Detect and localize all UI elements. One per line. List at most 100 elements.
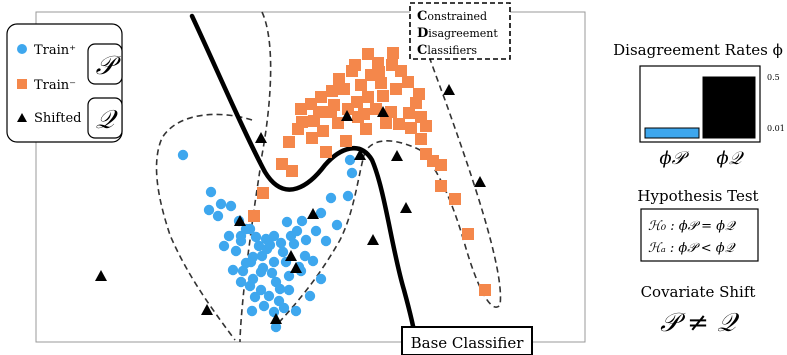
train-positive-point — [325, 192, 337, 204]
shifted-point — [95, 270, 107, 281]
train-positive-point — [315, 273, 327, 285]
train-negative-point — [370, 103, 382, 115]
train-positive-point — [320, 235, 332, 247]
cdc-boundaries — [155, 11, 502, 343]
train-positive-point — [250, 231, 262, 243]
bar-phi-p-label: ϕ𝒫 — [659, 148, 689, 169]
train-negative-point — [375, 77, 387, 89]
train-positive-point — [346, 167, 358, 179]
train-negative-point — [479, 284, 491, 296]
shifted-point — [367, 234, 379, 245]
train-negative-point — [308, 115, 320, 127]
train-negative-point — [295, 103, 307, 115]
train-positive-point — [235, 276, 247, 288]
shifted-point — [391, 150, 403, 161]
hypothesis-title: Hypothesis Test — [637, 187, 758, 205]
train-positive-points — [177, 149, 358, 333]
tick-high: 0.5 — [767, 73, 780, 82]
train-negative-point — [248, 210, 260, 222]
shifted-point — [474, 176, 486, 187]
train-positive-point — [304, 290, 316, 302]
train-positive-point — [266, 267, 278, 279]
train-positive-point — [215, 198, 227, 210]
train-positive-point — [300, 234, 312, 246]
shifted-point — [443, 84, 455, 95]
train-negative-point — [362, 91, 374, 103]
dist-q-symbol: 𝒬 — [96, 105, 119, 135]
train-positive-point — [240, 257, 252, 269]
train-negative-point — [349, 59, 361, 71]
train-negative-point — [393, 118, 405, 130]
train-negative-point — [257, 187, 269, 199]
train-positive-point — [253, 240, 265, 252]
train-negative-point — [283, 136, 295, 148]
train-positive-point — [344, 154, 356, 166]
cdc-boundary-right-loop — [271, 11, 502, 331]
train-positive-point — [268, 306, 280, 318]
dist-q-box — [87, 97, 123, 139]
train-negative-point — [296, 116, 308, 128]
train-positive-point — [263, 290, 275, 302]
shifted-point — [234, 215, 246, 226]
train-negative-point — [340, 135, 352, 147]
train-positive-point — [212, 210, 224, 222]
train-positive-point — [342, 190, 354, 202]
train-positive-point — [296, 215, 308, 227]
cdc-line-3: Classifiers — [417, 43, 477, 58]
train-negative-point — [286, 165, 298, 177]
shifted-point — [285, 250, 297, 261]
train-positive-point — [249, 291, 261, 303]
shifted-point — [201, 304, 213, 315]
train-positive-point — [288, 238, 300, 250]
legend-train-negative: Train⁻ — [34, 78, 76, 93]
train-negative-point — [333, 73, 345, 85]
train-negative-point — [415, 111, 427, 123]
train-positive-point — [268, 230, 280, 242]
train-negative-marker — [17, 79, 27, 89]
shifted-point — [377, 106, 389, 117]
train-positive-point — [275, 237, 287, 249]
train-positive-point — [315, 207, 327, 219]
train-positive-point — [268, 256, 280, 268]
train-positive-point — [283, 270, 295, 282]
train-positive-point — [223, 230, 235, 242]
train-negative-point — [410, 97, 422, 109]
train-negative-point — [326, 85, 338, 97]
train-positive-point — [247, 251, 259, 263]
train-positive-point — [277, 246, 289, 258]
shifted-point — [270, 313, 282, 324]
base-classifier-curve — [189, 13, 419, 345]
train-positive-point — [237, 265, 249, 277]
shifted-point — [400, 202, 412, 213]
shifted-point — [354, 149, 366, 160]
tick-low: 0.01 — [767, 124, 785, 133]
train-negative-point — [365, 69, 377, 81]
train-negative-point — [325, 106, 337, 118]
base-classifier-box — [401, 326, 533, 355]
train-positive-point — [283, 284, 295, 296]
cdc-line-1: Constrained — [417, 9, 487, 24]
train-positive-point — [218, 240, 230, 252]
train-positive-point — [177, 149, 189, 161]
hypothesis-box — [640, 208, 759, 262]
train-positive-point — [246, 305, 258, 317]
train-negative-point — [385, 106, 397, 118]
train-negative-point — [387, 47, 399, 59]
train-negative-point — [355, 79, 367, 91]
train-negative-point — [435, 159, 447, 171]
cdc-boundary-upper-left — [155, 113, 253, 341]
train-positive-point — [255, 284, 267, 296]
train-positive-point — [230, 245, 242, 257]
shifted-point — [341, 110, 353, 121]
plot-frame — [35, 11, 586, 343]
hypothesis-alt: ℋₐ : ϕ𝒫 < ϕ𝒬 — [648, 241, 737, 256]
train-negative-point — [351, 96, 363, 108]
train-positive-point — [244, 280, 256, 292]
shifted-point — [307, 208, 319, 219]
base-classifier-label: Base Classifier — [411, 334, 525, 352]
train-positive-point — [274, 283, 286, 295]
train-negative-point — [403, 107, 415, 119]
train-positive-point — [235, 230, 247, 242]
train-positive-point — [290, 305, 302, 317]
